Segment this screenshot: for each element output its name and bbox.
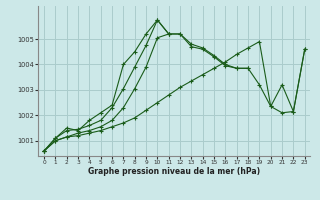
X-axis label: Graphe pression niveau de la mer (hPa): Graphe pression niveau de la mer (hPa)	[88, 167, 260, 176]
